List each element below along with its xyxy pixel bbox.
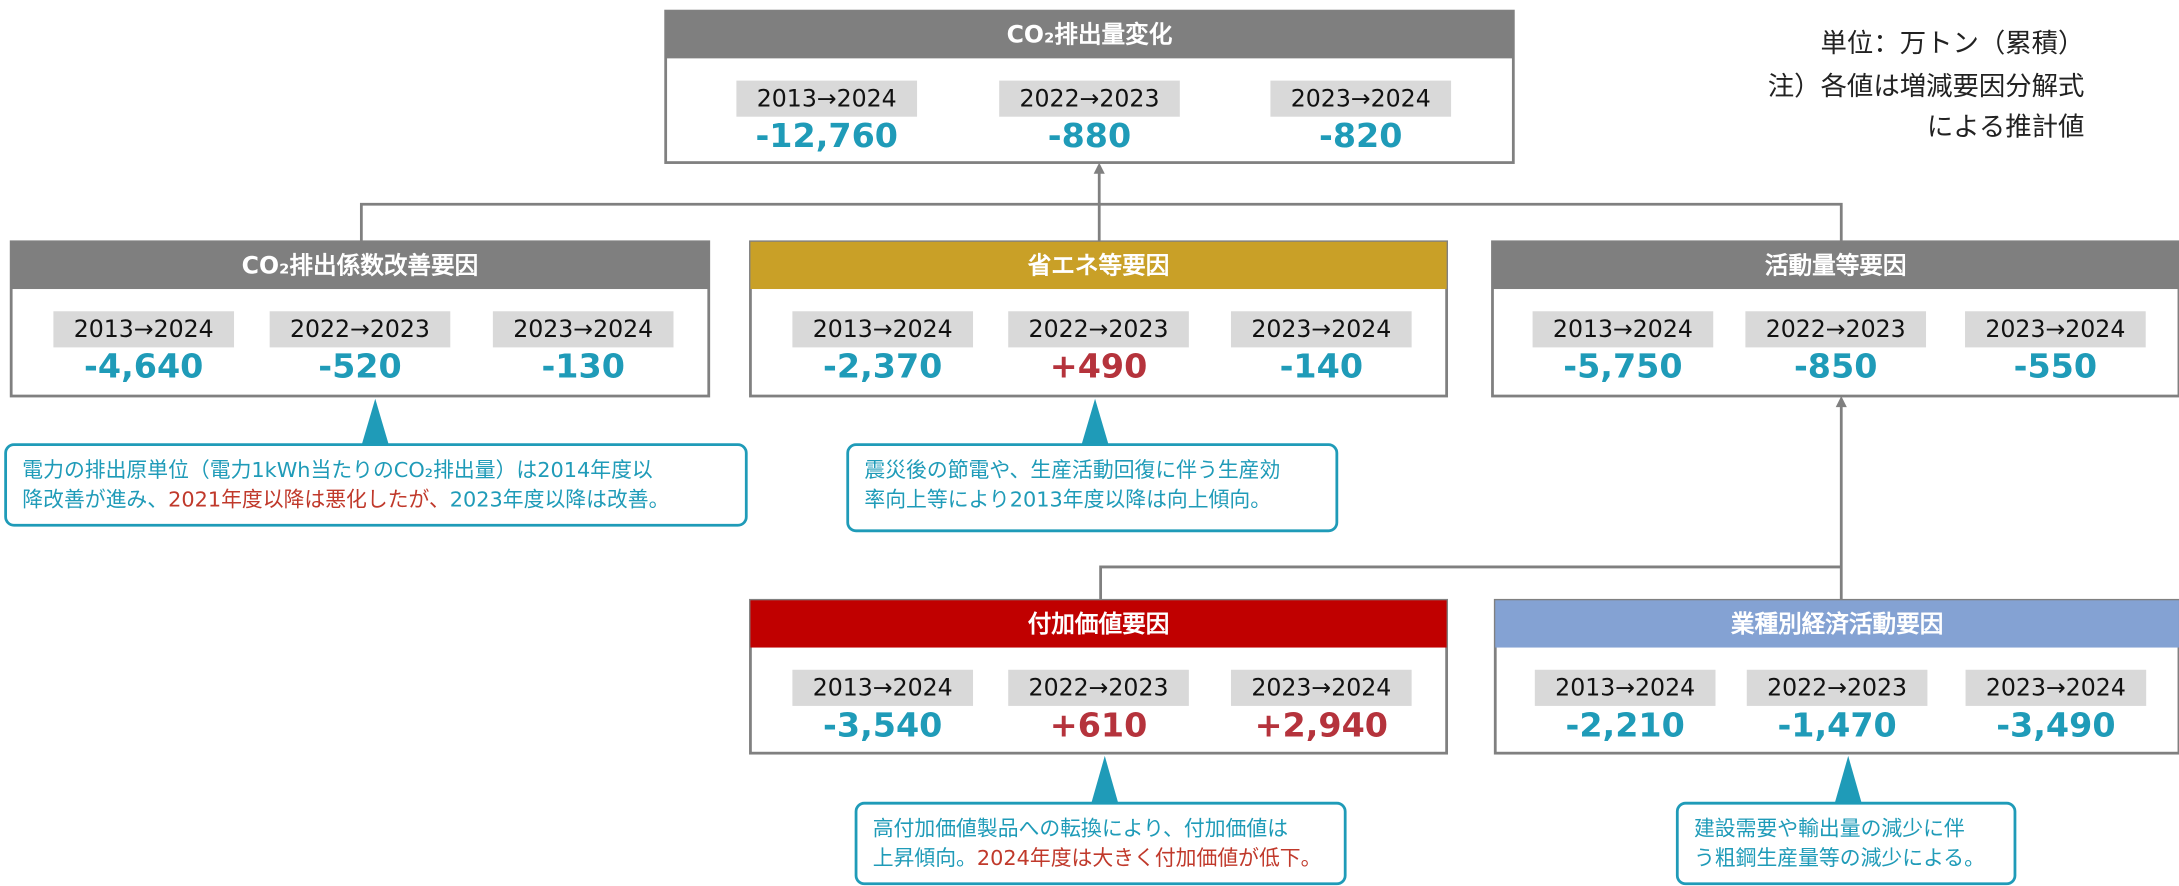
callout-pointer bbox=[1081, 398, 1109, 447]
callout-text: う粗鋼生産量等の減少による。 bbox=[1694, 846, 1985, 870]
callout-line: 高付加価値製品への転換により、付加価値は bbox=[873, 817, 1288, 841]
callout-text: 上昇傾向。 bbox=[873, 846, 977, 870]
callout-line: う粗鋼生産量等の減少による。 bbox=[1694, 846, 1985, 870]
callout-text: 震災後の節電や、生産活動回復に伴う生産効 bbox=[864, 458, 1280, 482]
callout-text: 2021年度以降は悪化したが、 bbox=[168, 487, 450, 511]
value: -130 bbox=[541, 347, 624, 386]
unit-note: 単位：万トン（累積） bbox=[1821, 28, 2085, 59]
box-title: 業種別経済活動要因 bbox=[1731, 610, 1943, 638]
period-label-bg bbox=[269, 311, 451, 348]
value: -550 bbox=[2014, 347, 2097, 386]
period-label-bg bbox=[1746, 669, 1928, 706]
value: +2,940 bbox=[1255, 705, 1388, 744]
box-header bbox=[750, 600, 1447, 648]
box-title: CO₂排出係数改善要因 bbox=[242, 251, 479, 279]
value: -820 bbox=[1319, 116, 1402, 155]
period-label-bg bbox=[1008, 311, 1189, 348]
callout-text: 降改善が進み、 bbox=[22, 487, 168, 511]
period-label: 2013→2024 bbox=[813, 674, 953, 702]
period-label: 2023→2024 bbox=[1986, 674, 2126, 702]
period-label: 2013→2024 bbox=[1553, 315, 1693, 343]
callout-line: 建設需要や輸出量の減少に伴 bbox=[1694, 817, 1965, 841]
callout bbox=[854, 801, 1347, 886]
callout-pointer bbox=[361, 398, 390, 447]
note-line: による推計値 bbox=[1927, 111, 2085, 142]
callout bbox=[1675, 801, 2017, 886]
period-label-bg bbox=[1534, 669, 1716, 706]
box-title: 活動量等要因 bbox=[1765, 251, 1907, 279]
period-label: 2022→2023 bbox=[1767, 674, 1907, 702]
callout-pointer bbox=[1834, 755, 1863, 805]
callout-line: 降改善が進み、2021年度以降は悪化したが、2023年度以降は改善。 bbox=[22, 487, 669, 511]
period-label: 2022→2023 bbox=[1029, 674, 1169, 702]
period-label: 2013→2024 bbox=[74, 315, 214, 343]
callout-text: 建設需要や輸出量の減少に伴 bbox=[1694, 817, 1965, 841]
period-label-bg bbox=[1008, 669, 1189, 706]
value: -140 bbox=[1280, 347, 1363, 386]
period-label: 2023→2024 bbox=[1291, 85, 1431, 113]
period-label: 2022→2023 bbox=[290, 315, 430, 343]
callout-line: 震災後の節電や、生産活動回復に伴う生産効 bbox=[864, 458, 1280, 482]
period-label: 2022→2023 bbox=[1766, 315, 1906, 343]
callout-text: 率向上等により2013年度以降は向上傾向。 bbox=[864, 487, 1271, 511]
period-label-bg bbox=[792, 311, 974, 348]
period-label-bg bbox=[792, 669, 974, 706]
note-line: 注）各値は増減要因分解式 bbox=[1768, 71, 2085, 102]
value: -2,370 bbox=[823, 347, 942, 386]
box-title: 付加価値要因 bbox=[1028, 610, 1170, 638]
period-label: 2013→2024 bbox=[1555, 674, 1695, 702]
period-label: 2022→2023 bbox=[1020, 85, 1160, 113]
period-label-bg bbox=[1532, 311, 1714, 348]
value: -2,210 bbox=[1566, 705, 1685, 744]
value: +610 bbox=[1050, 705, 1148, 744]
callout-line: 率向上等により2013年度以降は向上傾向。 bbox=[864, 487, 1271, 511]
period-label: 2022→2023 bbox=[1029, 315, 1169, 343]
period-label: 2013→2024 bbox=[757, 85, 897, 113]
period-label-bg bbox=[999, 80, 1180, 117]
box-header bbox=[1492, 241, 2179, 290]
period-label-bg bbox=[1745, 311, 1927, 348]
callout bbox=[846, 443, 1339, 533]
value: -1,470 bbox=[1777, 705, 1896, 744]
period-label-bg bbox=[53, 311, 235, 348]
callout-line: 上昇傾向。2024年度は大きく付加価値が低下。 bbox=[873, 846, 1322, 870]
period-label: 2023→2024 bbox=[1985, 315, 2125, 343]
callout bbox=[4, 443, 748, 527]
callout-text: 2024年度は大きく付加価値が低下。 bbox=[977, 846, 1322, 870]
period-label: 2023→2024 bbox=[1251, 315, 1391, 343]
callout-text: 高付加価値製品への転換により、付加価値は bbox=[873, 817, 1288, 841]
period-label-bg bbox=[736, 80, 918, 117]
value: -12,760 bbox=[755, 116, 898, 155]
value: -880 bbox=[1048, 116, 1131, 155]
box-header bbox=[1495, 600, 2179, 648]
box-header bbox=[750, 241, 1447, 290]
period-label: 2023→2024 bbox=[513, 315, 653, 343]
period-label-bg bbox=[1230, 669, 1412, 706]
period-label-bg bbox=[492, 311, 674, 348]
callout-pointer bbox=[1090, 755, 1119, 805]
value: -3,540 bbox=[823, 705, 942, 744]
value: -4,640 bbox=[84, 347, 203, 386]
callout-line: 電力の排出原単位（電力1kWh当たりのCO₂排出量）は2014年度以 bbox=[22, 458, 653, 482]
box-title: CO₂排出量変化 bbox=[1007, 21, 1173, 49]
period-label-bg bbox=[1965, 311, 2146, 348]
box-header bbox=[11, 241, 709, 290]
value: -850 bbox=[1794, 347, 1877, 386]
value: -3,490 bbox=[1996, 705, 2115, 744]
value: -520 bbox=[318, 347, 401, 386]
box-title: 省エネ等要因 bbox=[1027, 251, 1170, 279]
value: +490 bbox=[1050, 347, 1148, 386]
value: -5,750 bbox=[1563, 347, 1682, 386]
period-label-bg bbox=[1965, 669, 2147, 706]
callout-text: 電力の排出原単位（電力1kWh当たりのCO₂排出量）は2014年度以 bbox=[22, 458, 653, 482]
connectors bbox=[359, 162, 1847, 601]
period-label-bg bbox=[1230, 311, 1412, 348]
period-label: 2013→2024 bbox=[813, 315, 953, 343]
box-header bbox=[665, 11, 1514, 59]
period-label-bg bbox=[1270, 80, 1452, 117]
callout-text: 2023年度以降は改善。 bbox=[450, 487, 670, 511]
period-label: 2023→2024 bbox=[1251, 674, 1391, 702]
